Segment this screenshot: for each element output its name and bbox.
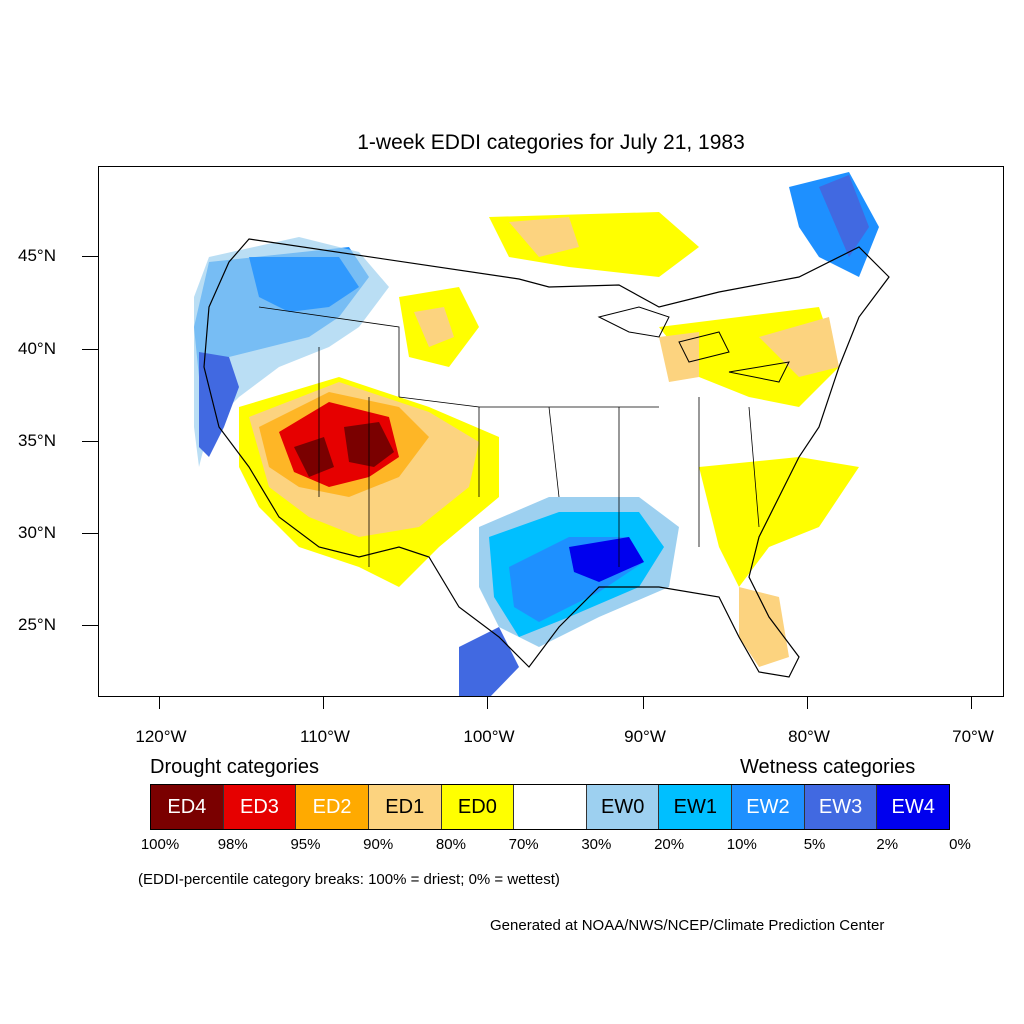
region-ed1-northeast — [659, 332, 699, 382]
percentile-label: 10% — [726, 836, 757, 853]
great-lakes — [597, 306, 790, 383]
lon-label-120: 120°W — [135, 727, 187, 746]
legend-cell-ew4: EW4 — [877, 785, 950, 829]
lat-label-45: 45°N — [18, 246, 56, 265]
lat-label-40: 40°N — [18, 339, 56, 358]
percentile-label: 30% — [581, 836, 612, 853]
region-ed1-canada — [509, 217, 579, 257]
wetness-heading: Wetness categories — [740, 756, 916, 778]
drought-heading: Drought categories — [150, 756, 319, 778]
lat-label-30: 30°N — [18, 523, 56, 542]
percentile-label: 0% — [949, 836, 971, 853]
legend-cell-ew1: EW1 — [659, 785, 733, 829]
credit-line: Generated at NOAA/NWS/NCEP/Climate Predi… — [490, 917, 885, 934]
percentile-label: 98% — [217, 836, 248, 853]
legend-cell-ed2: ED2 — [296, 785, 369, 829]
lon-tick — [971, 697, 972, 709]
legend-cell-ed1: ED1 — [368, 785, 442, 829]
lon-tick — [643, 697, 644, 709]
legend-cell-ew0: EW0 — [586, 785, 660, 829]
eddi-map-canvas — [194, 172, 890, 696]
region-ed1-north — [414, 307, 454, 347]
category-regions — [194, 172, 879, 696]
region-ew1-rockies — [249, 257, 359, 312]
region-ew3-south — [459, 627, 519, 696]
legend-colorbar: ED4 ED3 ED2 ED1 ED0 EW0 EW1 EW2 EW3 EW4 — [150, 784, 950, 830]
region-ew3-quebec — [819, 175, 869, 257]
region-ew4-louisiana — [569, 537, 644, 582]
lon-label-80: 80°W — [788, 727, 830, 746]
legend-cell-ed3: ED3 — [223, 785, 297, 829]
legend-cell-ed4: ED4 — [151, 785, 224, 829]
lon-label-90: 90°W — [624, 727, 666, 746]
percentile-label: 2% — [876, 836, 899, 853]
lon-label-70: 70°W — [952, 727, 994, 746]
percentile-label: 95% — [290, 836, 321, 853]
lat-label-35: 35°N — [18, 431, 56, 450]
category-note: (EDDI-percentile category breaks: 100% =… — [138, 871, 560, 888]
percentile-label: 80% — [435, 836, 466, 853]
lat-tick — [82, 349, 98, 350]
lat-tick — [82, 625, 98, 626]
percentile-label: 70% — [508, 836, 539, 853]
lon-tick — [159, 697, 160, 709]
percentile-label: 20% — [654, 836, 685, 853]
legend-cell-ew3: EW3 — [804, 785, 878, 829]
lon-tick — [487, 697, 488, 709]
legend-cell-neutral — [514, 785, 587, 829]
lon-label-110: 110°W — [300, 727, 350, 746]
legend-cell-ew2: EW2 — [732, 785, 805, 829]
region-ew2-california — [199, 352, 239, 457]
eddi-map — [98, 166, 1004, 697]
lat-label-25: 25°N — [18, 615, 56, 634]
lon-tick — [323, 697, 324, 709]
region-ed1-newyork — [759, 317, 839, 377]
percentile-label: 90% — [363, 836, 394, 853]
state-lines — [258, 306, 760, 567]
lon-label-100: 100°W — [463, 727, 515, 746]
region-ed4-utah — [294, 437, 334, 477]
region-ed0-southeast — [699, 457, 859, 587]
legend-cell-ed0: ED0 — [441, 785, 515, 829]
us-outline — [203, 238, 890, 678]
percentile-label: 100% — [140, 836, 180, 853]
percentile-label: 5% — [803, 836, 826, 853]
lat-tick — [82, 533, 98, 534]
boundaries — [203, 238, 890, 678]
region-ed1-florida — [739, 587, 789, 667]
lat-tick — [82, 441, 98, 442]
map-title: 1-week EDDI categories for July 21, 1983 — [357, 131, 745, 154]
lon-tick — [807, 697, 808, 709]
lat-tick — [82, 256, 98, 257]
